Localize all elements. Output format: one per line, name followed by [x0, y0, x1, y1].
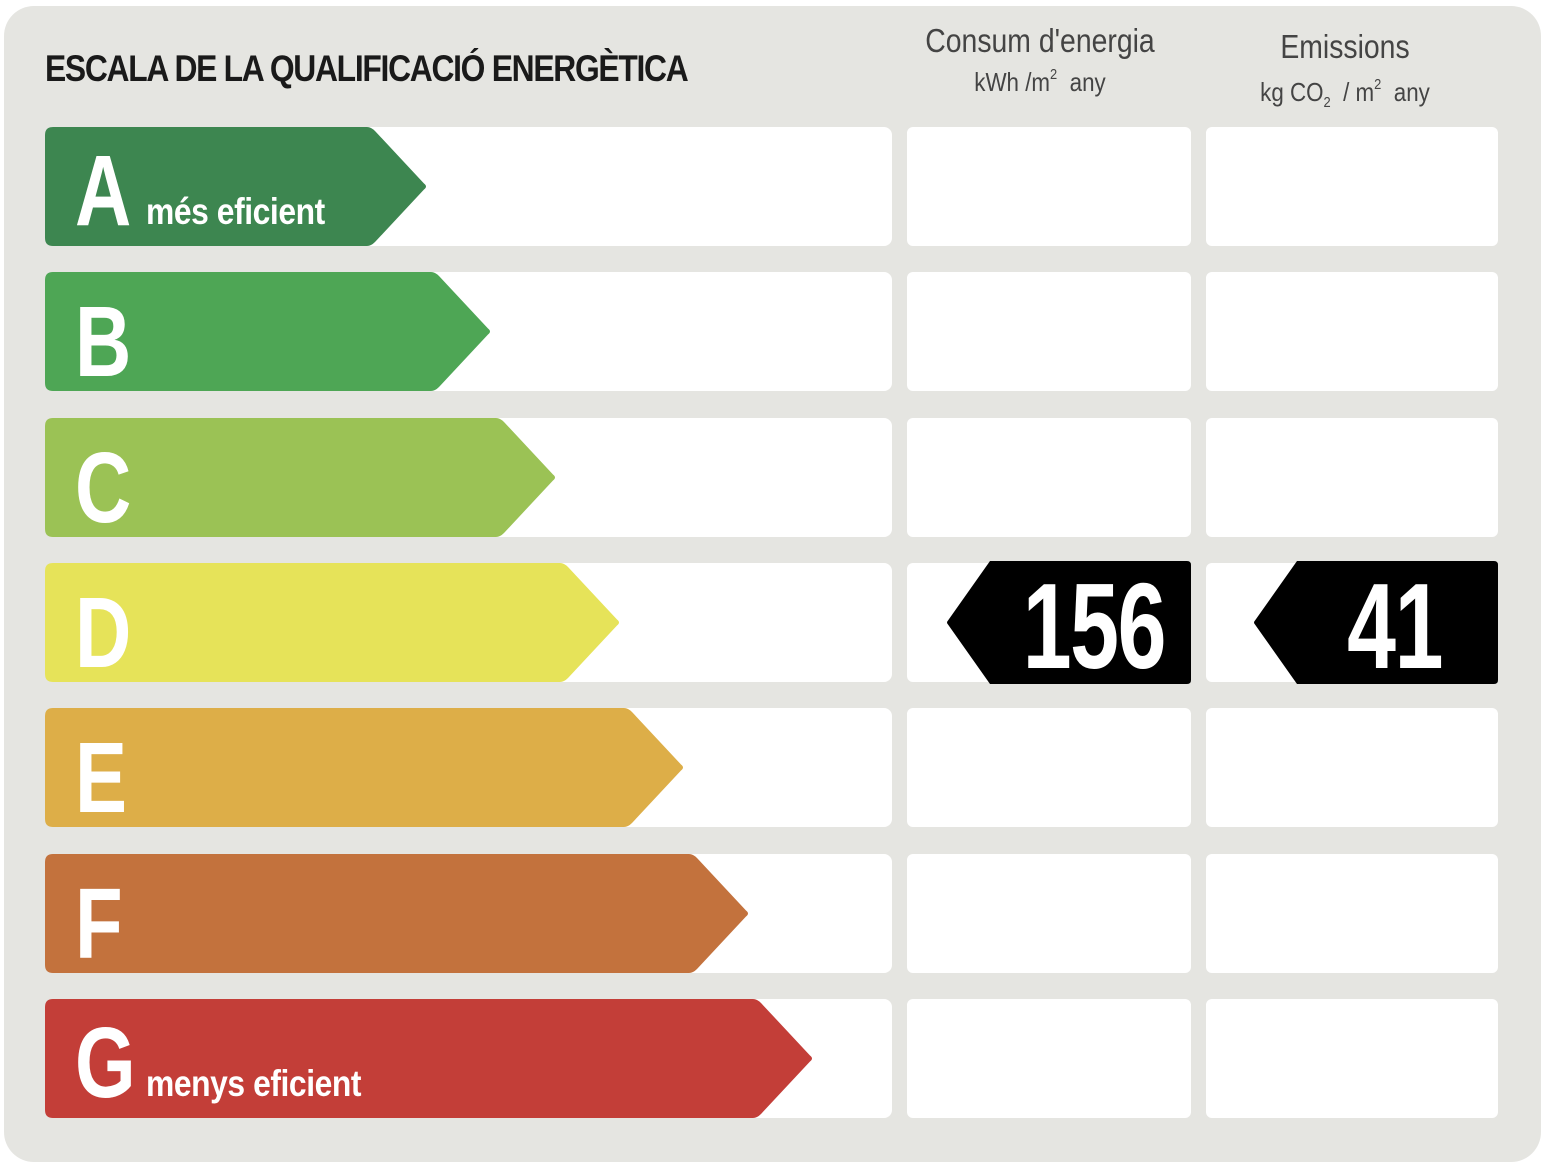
- emissions-cell-c: [1206, 418, 1498, 537]
- rating-letter-f: F: [75, 868, 123, 980]
- emissions-cell-b: [1206, 272, 1498, 391]
- rating-band-d: [45, 563, 619, 682]
- consumption-marker: [947, 561, 1191, 684]
- consumption-column-header: Consum d'energia kWh /m2 any: [905, 22, 1175, 98]
- rating-row-e: E: [45, 708, 892, 834]
- rating-letter-d: D: [75, 577, 132, 689]
- rating-band-b: [45, 272, 490, 391]
- rating-band-shape-f: [45, 854, 748, 973]
- rating-row-f: F: [45, 854, 892, 980]
- consumption-cell-b: [907, 272, 1191, 391]
- consumption-cell-e: [907, 708, 1191, 827]
- emissions-cell-d: 41: [1206, 561, 1498, 687]
- consumption-marker-shape: [947, 561, 1191, 684]
- rating-letter-b: B: [75, 286, 132, 398]
- rating-letter-c: C: [75, 432, 132, 544]
- emissions-cell-a: [1206, 127, 1498, 246]
- consumption-cell-c: [907, 418, 1191, 537]
- emissions-label: Emissions: [1280, 28, 1410, 65]
- rating-band-f: [45, 854, 748, 973]
- consumption-label: Consum d'energia: [925, 22, 1155, 59]
- consumption-cell-d: 156: [907, 561, 1191, 687]
- emissions-cell-e: [1206, 708, 1498, 827]
- emissions-value: 41: [1347, 558, 1443, 694]
- consumption-value: 156: [1022, 558, 1167, 694]
- rating-sublabel-a: més eficient: [146, 191, 325, 232]
- consumption-unit: kWh /m2 any: [974, 66, 1106, 97]
- rating-letter-g: G: [75, 1007, 136, 1119]
- rating-band-e: [45, 708, 683, 827]
- consumption-cell-a: [907, 127, 1191, 246]
- emissions-cell-f: [1206, 854, 1498, 973]
- rating-band-shape-c: [45, 418, 555, 537]
- rating-row-c: C: [45, 418, 892, 544]
- rating-letter-e: E: [75, 722, 128, 834]
- rating-band-shape-e: [45, 708, 683, 827]
- rating-band-shape-g: [45, 999, 812, 1118]
- emissions-marker: [1254, 561, 1498, 684]
- emissions-cell-g: [1206, 999, 1498, 1118]
- consumption-cell-f: [907, 854, 1191, 973]
- rating-band-g: [45, 999, 812, 1118]
- rating-band-shape-b: [45, 272, 490, 391]
- rating-sublabel-g: menys eficient: [146, 1063, 362, 1104]
- emissions-marker-shape: [1254, 561, 1498, 684]
- rating-band-c: [45, 418, 555, 537]
- page-title: ESCALA DE LA QUALIFICACIÓ ENERGÈTICA: [45, 48, 689, 89]
- consumption-cell-g: [907, 999, 1191, 1118]
- rating-row-d: D: [45, 563, 892, 689]
- rating-band-a: [45, 127, 426, 246]
- rating-band-shape-d: [45, 563, 619, 682]
- rating-row-b: B: [45, 272, 892, 398]
- emissions-unit: kg CO2 / m2 any: [1260, 76, 1430, 111]
- rating-band-shape-a: [45, 127, 426, 246]
- rating-letter-a: A: [75, 135, 132, 247]
- emissions-column-header: Emissions kg CO2 / m2 any: [1210, 28, 1480, 111]
